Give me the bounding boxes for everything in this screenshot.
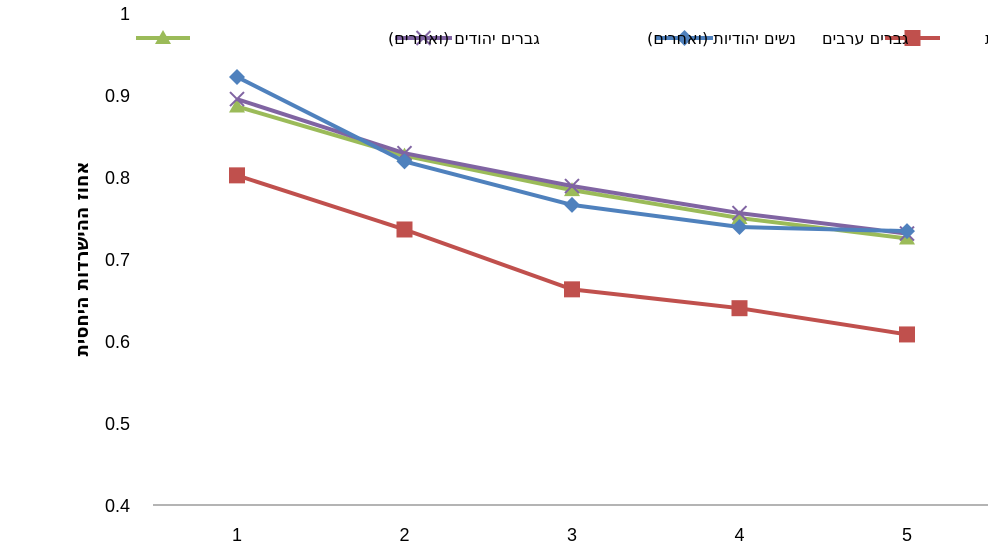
x-tick-label: 4 (734, 525, 744, 545)
y-tick-label: 1 (120, 4, 130, 24)
series-3 (229, 68, 915, 240)
series-line (236, 97, 908, 236)
data-point (731, 300, 748, 317)
data-point (229, 91, 245, 107)
legend-label: נשים יהודיות (ואחרים) (647, 29, 796, 48)
data-point (229, 68, 245, 85)
legend-marker (415, 30, 432, 46)
y-tick-label: 0.5 (105, 414, 130, 434)
y-tick-label: 0.4 (105, 496, 130, 516)
data-point (564, 196, 580, 213)
legend-label: גברים ערבים (822, 29, 909, 48)
data-point (899, 326, 915, 343)
series-4 (229, 167, 915, 343)
series-2 (229, 91, 915, 242)
x-tick-label: 3 (567, 525, 577, 545)
data-point (731, 205, 748, 221)
x-tick-label: 1 (232, 525, 242, 545)
legend-item: גברים יהודים (ואחרים) (136, 29, 540, 48)
x-axis-ticks: 1 2 3 4 5 (232, 525, 912, 545)
legend-label: שים ערביות (985, 29, 988, 48)
x-tick-label: 5 (902, 525, 912, 545)
y-tick-label: 0.9 (105, 86, 130, 106)
legend-item: גברים ערבים (656, 29, 909, 48)
data-point (564, 182, 580, 197)
x-tick-label: 2 (399, 525, 409, 545)
data-point (396, 221, 413, 238)
y-axis-title: אחוז ההישרדות היחסית (72, 162, 93, 357)
data-point (731, 219, 748, 236)
data-point (229, 98, 245, 113)
series-layer (229, 68, 915, 343)
data-point (564, 178, 580, 194)
legend-item: נשים יהודיות (ואחרים) (395, 29, 796, 48)
legend-marker (155, 30, 171, 44)
legend-item: שים ערביות (885, 29, 988, 48)
data-point (229, 167, 245, 184)
legend: שים ערביות גברים ערבים נשים יהודיות (ואחרי… (136, 29, 988, 48)
y-axis-ticks: 0.4 0.5 0.6 0.7 0.8 0.9 1 (105, 4, 130, 516)
data-point (564, 281, 580, 298)
data-point (396, 153, 413, 170)
y-tick-label: 0.7 (105, 250, 130, 270)
legend-marker (904, 30, 921, 46)
legend-label: גברים יהודים (ואחרים) (388, 29, 540, 48)
legend-marker (676, 30, 693, 46)
data-point (899, 223, 915, 240)
y-tick-label: 0.6 (105, 332, 130, 352)
data-point (731, 210, 748, 224)
y-tick-label: 0.8 (105, 168, 130, 188)
